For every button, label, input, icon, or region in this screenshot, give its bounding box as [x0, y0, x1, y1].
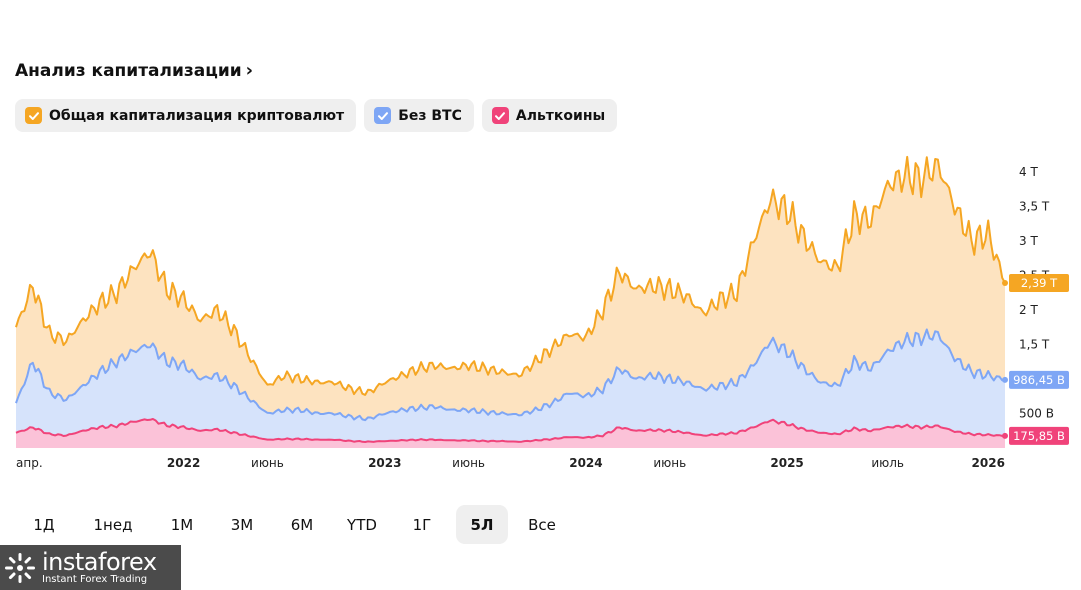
logo-icon	[0, 545, 40, 590]
x-tick-label: июнь	[653, 456, 686, 470]
x-tick-label: июль	[871, 456, 904, 470]
tab-6m[interactable]: 6М	[290, 515, 314, 534]
series-line-0[interactable]	[15, 155, 1006, 396]
x-tick-label: 2026	[972, 456, 1005, 470]
page-title[interactable]: Анализ капитализации ›	[15, 60, 253, 81]
last-value-dot	[1002, 279, 1008, 286]
checkbox-checked-icon[interactable]	[25, 107, 42, 124]
x-tick-label: 2023	[368, 456, 401, 470]
page-title-text: Анализ капитализации	[15, 60, 242, 81]
y-tick-label: 4 T	[1019, 165, 1038, 179]
legend-item-altcoins[interactable]: Альткоины	[481, 99, 618, 132]
logo-tagline: Instant Forex Trading	[42, 573, 148, 585]
legend: Общая капитализация криптовалют Без BTC …	[15, 99, 618, 132]
last-value-label: 986,45 B	[1013, 373, 1065, 387]
logo-name: instaforex	[42, 547, 157, 576]
series-line-1[interactable]	[15, 328, 1006, 422]
x-tick-label: апр.	[16, 456, 43, 470]
x-tick-label: 2024	[569, 456, 602, 470]
legend-item-no-btc[interactable]: Без BTC	[364, 99, 474, 132]
tab-3m[interactable]: 3М	[230, 515, 254, 534]
checkbox-checked-icon[interactable]	[374, 107, 392, 124]
last-value-dot	[1002, 432, 1008, 439]
legend-label: Общая капитализация криптовалют	[49, 107, 345, 124]
last-value-badge-0: 2,39 T	[1002, 273, 1069, 292]
last-value-box	[1009, 273, 1069, 292]
last-value-badge-1: 986,45 B	[1002, 370, 1069, 389]
legend-label: Альткоины	[515, 107, 606, 124]
tab-5y[interactable]: 5Л	[456, 505, 508, 544]
y-tick-label: 3,5 T	[1019, 199, 1050, 213]
y-tick-label: 3 T	[1019, 234, 1038, 248]
instaforex-logo: instaforex Instant Forex Trading	[0, 545, 181, 590]
tab-1d[interactable]: 1Д	[33, 515, 55, 534]
y-tick-label: 500 B	[1019, 406, 1054, 420]
x-tick-label: июнь	[251, 456, 284, 470]
tab-1w[interactable]: 1нед	[93, 515, 133, 534]
tab-1m[interactable]: 1М	[170, 515, 194, 534]
tab-1y[interactable]: 1Г	[412, 515, 432, 534]
chevron-right-icon: ›	[245, 60, 254, 81]
y-tick-label: 2 T	[1019, 303, 1038, 317]
last-value-label: 2,39 T	[1021, 276, 1058, 290]
checkbox-checked-icon[interactable]	[491, 107, 509, 124]
last-value-label: 175,85 B	[1013, 429, 1065, 443]
x-tick-label: июнь	[452, 456, 485, 470]
last-value-box	[1009, 426, 1069, 445]
x-tick-label: 2025	[770, 456, 803, 470]
last-value-box	[1009, 370, 1069, 389]
last-value-dot	[1002, 376, 1008, 383]
tab-all[interactable]: Все	[528, 515, 556, 534]
series-line-2[interactable]	[15, 418, 1005, 443]
series-area-1	[16, 329, 1005, 448]
legend-item-total[interactable]: Общая капитализация криптовалют	[15, 99, 357, 132]
x-tick-label: 2022	[167, 456, 200, 470]
market-cap-chart[interactable]: 500 B1,5 T2 T2,5 T3 T3,5 T4 Tапр.2022июн…	[0, 150, 1081, 480]
period-tabs: 1Д 1нед 1М 3М 6М YTD 1Г 5Л Все	[18, 505, 568, 544]
y-tick-label: 1,5 T	[1019, 337, 1050, 351]
tab-ytd[interactable]: YTD	[347, 515, 377, 534]
legend-label: Без BTC	[398, 107, 462, 124]
last-value-badge-2: 175,85 B	[1002, 426, 1069, 445]
